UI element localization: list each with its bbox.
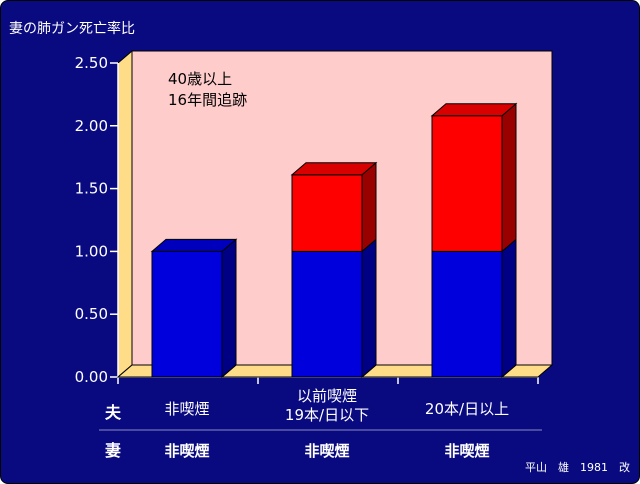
y-tick-label: 1.50 xyxy=(75,180,108,198)
bars xyxy=(150,102,518,379)
bar-1-top xyxy=(150,238,238,252)
bar-2-top xyxy=(290,162,378,176)
bar-2-excess xyxy=(290,161,378,253)
annotation-followup: 16年間追跡 xyxy=(168,91,247,109)
bar-3-excess-side xyxy=(501,102,517,253)
bar-3-excess xyxy=(430,102,518,253)
row-label-wife: 妻 xyxy=(105,441,121,460)
group-3-wife-label: 非喫煙 xyxy=(444,442,489,460)
group-3-husband-label: 20本/日以上 xyxy=(425,400,509,418)
bar-2-baseline xyxy=(291,238,377,379)
bar-2-baseline-side xyxy=(361,238,377,379)
bar-1-baseline xyxy=(150,238,238,379)
bar-2-baseline-front xyxy=(291,250,363,378)
bar-1-baseline-front xyxy=(151,250,223,378)
y-tick-label: 0.00 xyxy=(75,368,108,386)
group-2-husband-label: 19本/日以下 xyxy=(285,406,369,424)
bar-3-baseline-front xyxy=(431,250,503,378)
row-label-husband: 夫 xyxy=(105,403,122,422)
group-1-husband-label: 非喫煙 xyxy=(164,400,209,418)
bar-2-excess-side xyxy=(361,161,377,253)
group-1-wife-label: 非喫煙 xyxy=(164,442,209,460)
bar-3-baseline xyxy=(431,238,517,379)
group-2-wife-label: 非喫煙 xyxy=(304,442,349,460)
chart-title: 妻の肺ガン死亡率比 xyxy=(9,20,135,37)
bar-3-top xyxy=(430,103,518,117)
y-tick-label: 1.00 xyxy=(75,242,108,260)
group-2-husband-label: 以前喫煙 xyxy=(297,387,357,405)
bar-2-excess-front xyxy=(291,174,363,252)
bar-3-baseline-side xyxy=(501,238,517,379)
source-credit: 平山 雄 1981 改 xyxy=(525,460,630,474)
bar-3-excess-front xyxy=(431,115,503,252)
annotation-age: 40歳以上 xyxy=(168,70,232,88)
plot-left-wall xyxy=(117,49,133,379)
y-tick-label: 0.50 xyxy=(75,305,108,323)
bar-1-baseline-side xyxy=(221,238,237,379)
y-tick-label: 2.00 xyxy=(75,117,108,135)
y-tick-label: 2.50 xyxy=(75,54,108,72)
